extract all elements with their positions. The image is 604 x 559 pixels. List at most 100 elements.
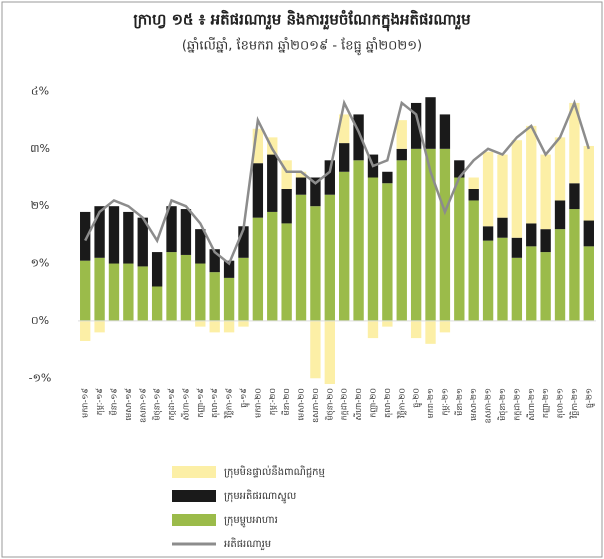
bar-segment xyxy=(238,320,249,327)
bar-segment xyxy=(80,211,91,261)
bar-segment xyxy=(324,320,335,384)
bar-segment xyxy=(439,114,451,149)
x-tick-label: ឧសភា-២០ xyxy=(311,388,320,423)
x-tick-label: មិថុនា-២១ xyxy=(497,388,508,421)
legend-label: ក្រុមម្ហូបអាហារ xyxy=(224,515,278,528)
bar-segment xyxy=(252,217,264,321)
bar-segment xyxy=(439,148,451,321)
bar-segment xyxy=(382,171,393,184)
bar-segment xyxy=(482,151,494,227)
y-tick-label: ៣% xyxy=(30,142,50,155)
x-tick-label: មេសា-២០ xyxy=(297,388,306,420)
bar-segment xyxy=(511,257,523,321)
bar-segment xyxy=(166,206,177,253)
x-tick-label: កក្កដា-១៩ xyxy=(167,388,176,421)
bar-segment xyxy=(195,263,206,321)
x-tick-label: មិថុនា-១៩ xyxy=(152,388,163,421)
y-tick-label: ១% xyxy=(31,257,50,270)
x-tick-label: វិច្ឆិកា-២០ xyxy=(396,388,406,419)
bar-segment xyxy=(410,102,422,149)
bar-segment xyxy=(209,320,220,333)
bar-segment xyxy=(324,194,335,321)
bar-segment xyxy=(94,206,105,258)
x-tick-label: កក្កដា-២០ xyxy=(340,388,349,420)
x-tick-label: ធ្នូ-១៩ xyxy=(239,388,250,408)
x-tick-label: កក្កដា-២១ xyxy=(512,388,521,421)
bar-segment xyxy=(353,160,364,321)
x-tick-label: មករា-២១ xyxy=(426,388,435,418)
x-tick-label: កុម្ភៈ-២១ xyxy=(440,388,450,416)
bar-segment xyxy=(180,209,192,255)
bar-segment xyxy=(569,209,580,321)
bar-segment xyxy=(526,223,537,247)
x-tick-label: មករា-២០ xyxy=(253,388,262,418)
bar-segment xyxy=(324,160,335,195)
bar-segment xyxy=(209,249,220,273)
bar-segment xyxy=(497,154,508,218)
bar-segment xyxy=(583,220,594,247)
bar-segment xyxy=(439,320,451,333)
chart-subtitle: (ឆ្នាំលើឆ្នាំ, ខែមករា ឆ្នាំ២០១៩ - ខែធ្នូ… xyxy=(182,37,422,56)
x-tick-label: មីនា-១៩ xyxy=(108,388,118,416)
bar-segment xyxy=(151,286,163,321)
bar-segment xyxy=(281,223,292,321)
x-tick-label: តុលា-២១ xyxy=(556,388,566,418)
bar-segment xyxy=(425,97,436,149)
bar-segment xyxy=(468,188,479,201)
bar-segment xyxy=(468,200,479,321)
bar-segment xyxy=(252,128,264,164)
bar-segment xyxy=(80,320,91,341)
x-tick-label: ឧសភា-២១ xyxy=(484,388,493,423)
bar-segment xyxy=(295,171,307,178)
legend-swatch xyxy=(172,514,216,526)
x-tick-label: សីហា-២០ xyxy=(353,388,363,420)
bar-segment xyxy=(310,206,321,321)
bar-segment xyxy=(511,237,523,258)
bar-segment xyxy=(195,229,206,264)
bar-segment xyxy=(540,252,551,321)
x-tick-label: វិច្ឆិកា-២១ xyxy=(569,388,579,420)
x-tick-label: តុលា-១៩ xyxy=(210,388,220,418)
bar-segment xyxy=(526,246,537,321)
bar-segment xyxy=(223,260,235,278)
bar-segment xyxy=(583,145,594,221)
bar-segment xyxy=(252,163,264,218)
bar-segment xyxy=(540,154,551,230)
x-tick-label: មករា-១៩ xyxy=(81,388,90,418)
bar-segment xyxy=(108,263,120,321)
bar-segment xyxy=(554,200,566,230)
bar-segment xyxy=(238,257,249,321)
x-tick-label: សីហា-២១ xyxy=(526,388,536,421)
bar-segment xyxy=(123,211,134,264)
bar-segment xyxy=(281,160,292,189)
x-tick-label: កុម្ភៈ-២០ xyxy=(268,388,278,415)
bar-segment xyxy=(295,194,307,321)
x-tick-label: ធ្នូ-២០ xyxy=(412,388,423,408)
x-tick-label: មេសា-១៩ xyxy=(124,388,133,421)
bar-segment xyxy=(482,240,494,321)
x-tick-label: ធ្នូ-២១ xyxy=(584,388,595,408)
bar-segment xyxy=(223,277,235,321)
x-tick-label: មីនា-២០ xyxy=(281,388,291,415)
bar-segment xyxy=(137,217,148,267)
bar-segment xyxy=(295,177,307,195)
bar-segment xyxy=(410,148,422,321)
bar-segment xyxy=(180,254,192,321)
x-tick-label: កញ្ញា-១៩ xyxy=(196,388,205,418)
line-series xyxy=(84,99,590,266)
y-tick-label: ០% xyxy=(31,314,49,327)
bar-segment xyxy=(80,260,91,321)
bar-segment xyxy=(468,177,479,189)
bar-segment xyxy=(482,226,494,241)
bar-segment xyxy=(94,257,105,321)
y-tick-label: ២% xyxy=(31,199,50,212)
bar-segment xyxy=(123,263,134,321)
bar-segment xyxy=(310,320,321,379)
x-tick-label: សីហា-១៩ xyxy=(180,388,190,421)
bar-segment xyxy=(267,137,278,155)
bar-segment xyxy=(267,211,278,321)
bar-segment xyxy=(554,137,566,201)
bar-segment xyxy=(108,206,120,264)
